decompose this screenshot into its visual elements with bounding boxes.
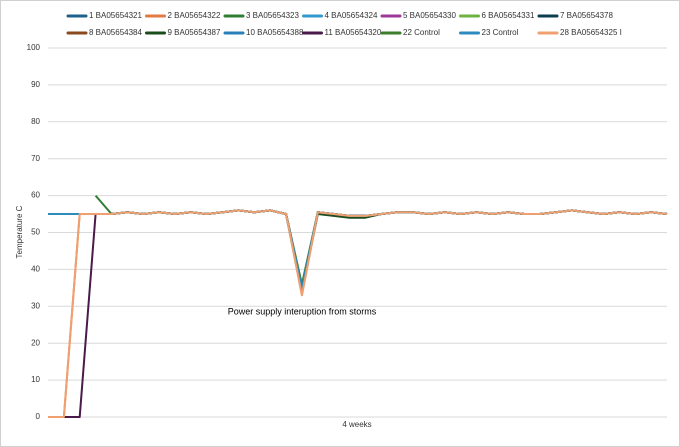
y-tick-label: 0 bbox=[36, 412, 41, 421]
legend-label: 1 BA05654321 bbox=[89, 11, 142, 20]
legend-label: 22 Control bbox=[403, 28, 440, 37]
legend-label: 3 BA05654323 bbox=[246, 11, 299, 20]
legend-label: 23 Control bbox=[482, 28, 519, 37]
legend-label: 2 BA05654322 bbox=[168, 11, 221, 20]
legend-label: 4 BA05654324 bbox=[325, 11, 378, 20]
x-axis-label: 4 weeks bbox=[342, 420, 371, 429]
y-tick-label: 40 bbox=[31, 265, 40, 274]
y-tick-label: 10 bbox=[31, 375, 40, 384]
series-line bbox=[48, 209, 668, 418]
legend-label: 8 BA05654384 bbox=[89, 28, 142, 37]
legend-label: 7 BA05654378 bbox=[560, 11, 613, 20]
y-tick-label: 60 bbox=[31, 191, 40, 200]
y-tick-label: 20 bbox=[31, 338, 40, 347]
y-tick-label: 50 bbox=[31, 228, 40, 237]
y-tick-label: 100 bbox=[27, 43, 41, 52]
legend-label: 5 BA05654330 bbox=[403, 11, 456, 20]
y-tick-label: 90 bbox=[31, 80, 40, 89]
y-tick-label: 70 bbox=[31, 154, 40, 163]
annotation: Power supply interuption from storms bbox=[228, 306, 377, 316]
legend-label: 11 BA05654320 bbox=[325, 28, 382, 37]
legend-label: 28 BA05654325 I bbox=[560, 28, 622, 37]
legend-label: 6 BA05654331 bbox=[482, 11, 535, 20]
legend-label: 9 BA05654387 bbox=[168, 28, 221, 37]
y-axis-label: Temperature C bbox=[15, 205, 24, 258]
y-tick-label: 30 bbox=[31, 301, 40, 310]
y-tick-label: 80 bbox=[31, 117, 40, 126]
legend-label: 10 BA05654388 bbox=[246, 28, 304, 37]
